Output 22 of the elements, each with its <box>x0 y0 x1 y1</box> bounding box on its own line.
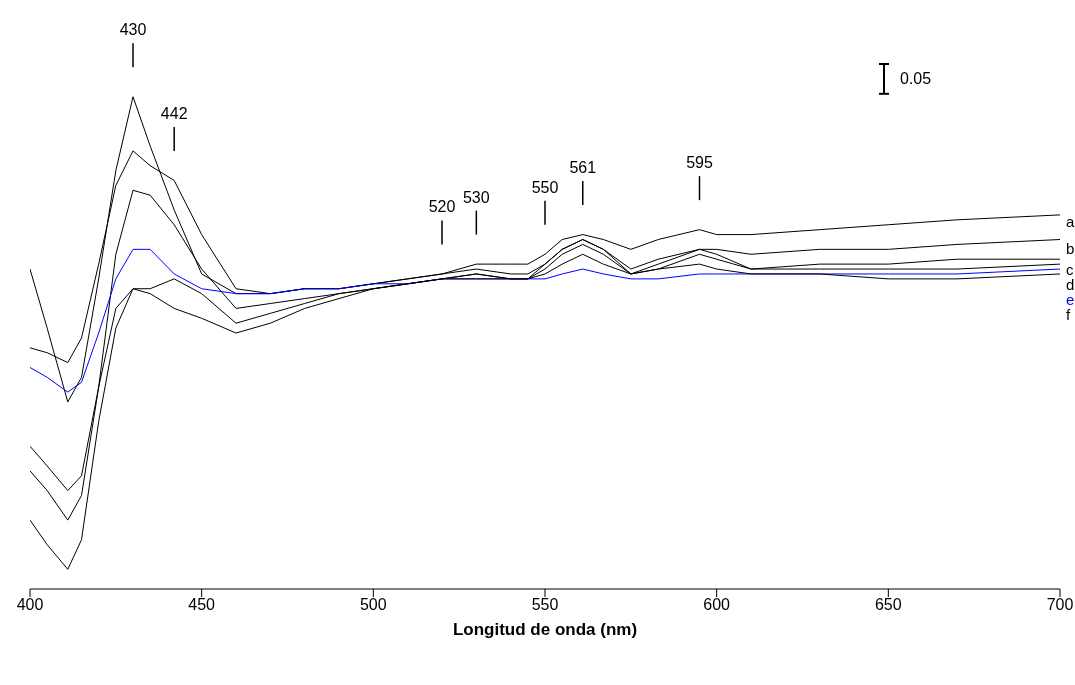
annotation: 550 <box>531 178 559 196</box>
x-tick-label: 600 <box>703 596 731 614</box>
series-label: b <box>1066 239 1075 257</box>
annotation: 520 <box>428 198 456 216</box>
x-axis-title: Longitud de onda (nm) <box>452 620 638 639</box>
x-tick-label: 500 <box>359 596 387 614</box>
x-tick-label: 550 <box>531 596 559 614</box>
annotation: 561 <box>569 159 597 177</box>
series-label: c <box>1066 260 1074 278</box>
x-tick-label: 400 <box>16 596 44 614</box>
annotation: 442 <box>160 104 188 122</box>
x-tick-label: 700 <box>1046 596 1074 614</box>
series-label: a <box>1066 213 1075 231</box>
annotation: 430 <box>119 21 147 39</box>
annotation: 595 <box>686 154 713 172</box>
x-tick-label: 450 <box>188 596 216 614</box>
series-label: e <box>1066 290 1075 308</box>
text: 0.05 <box>900 69 932 88</box>
series-label: d <box>1066 275 1075 293</box>
annotation: 530 <box>462 188 490 206</box>
x-tick-label: 650 <box>874 596 902 614</box>
text: f <box>1066 305 1071 323</box>
